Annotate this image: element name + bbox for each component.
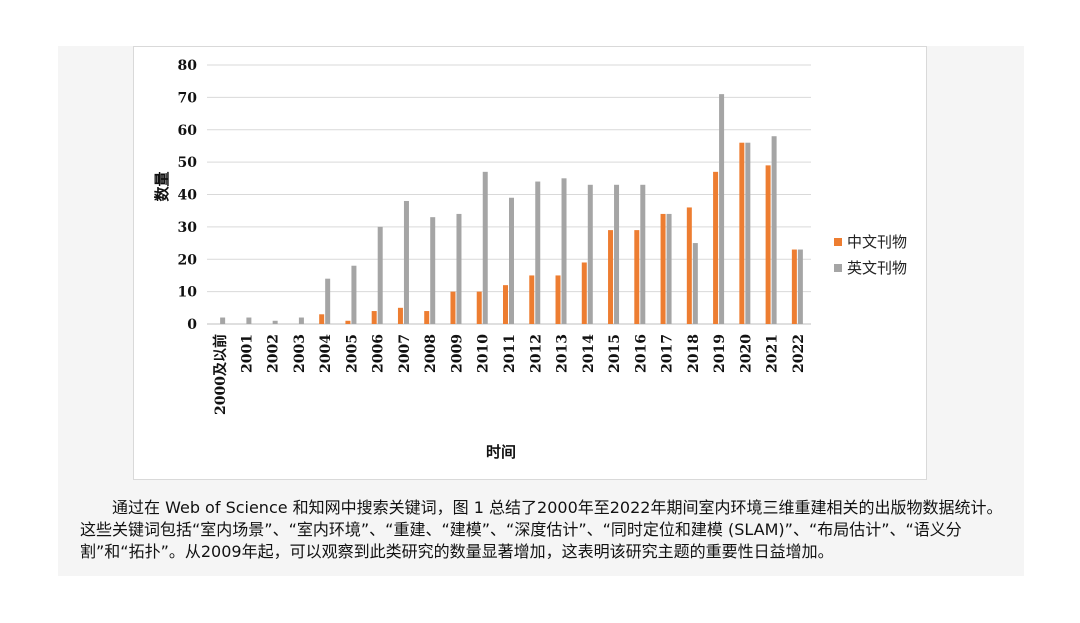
x-tick-label: 2019 bbox=[712, 334, 728, 373]
bar-chinese bbox=[765, 165, 771, 324]
x-tick-label: 2017 bbox=[660, 334, 676, 373]
x-tick-label: 2012 bbox=[528, 334, 544, 373]
x-tick-label: 2003 bbox=[292, 334, 308, 373]
bar-chinese bbox=[686, 207, 692, 324]
bar-chinese bbox=[450, 291, 456, 324]
bar-english bbox=[351, 265, 357, 324]
x-tick-label: 2000及以前 bbox=[212, 334, 229, 415]
bar-english bbox=[745, 142, 751, 324]
bar-english bbox=[220, 317, 226, 324]
bar-chinese bbox=[503, 285, 508, 324]
bar-chart: 0 10 20 30 40 50 60 70 80 2000及以前 2001 2002 2003 2004… bbox=[153, 58, 907, 461]
bar-chinese bbox=[608, 230, 614, 324]
x-tick-label: 2004 bbox=[318, 334, 334, 373]
x-tick-label: 2010 bbox=[476, 334, 492, 373]
bars bbox=[220, 94, 803, 324]
x-axis-title: 时间 bbox=[486, 443, 516, 461]
bar-english bbox=[719, 94, 725, 324]
y-tick-label: 80 bbox=[178, 58, 198, 74]
legend-label-chinese: 中文刊物 bbox=[847, 233, 907, 251]
y-tick-label: 10 bbox=[178, 285, 198, 301]
x-tick-label: 2015 bbox=[607, 334, 623, 373]
bar-english bbox=[640, 184, 646, 324]
x-tick-label: 2006 bbox=[371, 334, 387, 373]
x-tick-label: 2013 bbox=[555, 334, 571, 373]
bar-english bbox=[797, 249, 803, 324]
x-tick-label: 2021 bbox=[765, 334, 781, 373]
bar-english bbox=[771, 136, 777, 324]
bar-english bbox=[482, 171, 488, 324]
bar-chinese bbox=[476, 291, 482, 324]
legend-swatch-chinese bbox=[834, 238, 842, 246]
bar-english bbox=[430, 217, 436, 324]
bar-english bbox=[298, 317, 304, 324]
x-tick-label: 2020 bbox=[738, 334, 754, 373]
bar-chinese bbox=[345, 320, 351, 324]
bar-english bbox=[377, 226, 383, 324]
bar-chinese bbox=[791, 249, 797, 324]
y-tick-label: 60 bbox=[178, 123, 198, 139]
bar-chinese bbox=[713, 171, 719, 324]
x-tick-label: 2011 bbox=[502, 334, 518, 373]
legend-swatch-english bbox=[834, 264, 842, 272]
chart-frame: 0 10 20 30 40 50 60 70 80 2000及以前 2001 2002 2003 2004… bbox=[133, 46, 927, 480]
bar-english bbox=[325, 278, 331, 324]
y-tick-label: 30 bbox=[178, 220, 198, 236]
x-tick-label: 2018 bbox=[686, 334, 702, 373]
x-tick-label: 2001 bbox=[239, 334, 255, 373]
legend: 中文刊物 英文刊物 bbox=[834, 233, 907, 277]
bar-english bbox=[614, 184, 620, 324]
bar-chinese bbox=[319, 314, 325, 324]
bar-chinese bbox=[397, 307, 403, 324]
x-tick-label: 2007 bbox=[397, 334, 413, 373]
bar-english bbox=[535, 181, 541, 324]
x-tick-label: 2022 bbox=[791, 334, 807, 373]
bar-chinese bbox=[424, 311, 430, 324]
bar-english bbox=[403, 200, 409, 324]
bar-chinese bbox=[529, 275, 535, 324]
tick-labels: 0 10 20 30 40 50 60 70 80 2000及以前 2001 2002 2003 2004… bbox=[178, 58, 807, 415]
figure-caption: 通过在 Web of Science 和知网中搜索关键词，图 1 总结了2000… bbox=[80, 498, 1003, 561]
x-tick-label: 2009 bbox=[449, 334, 465, 373]
y-tick-label: 70 bbox=[178, 90, 198, 106]
bar-english bbox=[666, 213, 672, 324]
x-tick-label: 2016 bbox=[633, 334, 649, 373]
bar-chinese bbox=[634, 230, 640, 324]
x-tick-label: 2002 bbox=[266, 334, 282, 373]
bar-chinese bbox=[555, 275, 561, 324]
bar-english bbox=[272, 320, 278, 324]
y-tick-label: 20 bbox=[178, 252, 198, 268]
x-tick-label: 2008 bbox=[423, 334, 439, 373]
y-tick-label: 40 bbox=[178, 188, 198, 204]
bar-english bbox=[456, 213, 462, 324]
legend-label-english: 英文刊物 bbox=[847, 259, 907, 277]
bar-english bbox=[509, 197, 514, 324]
bar-english bbox=[561, 178, 567, 324]
bar-english bbox=[587, 184, 593, 324]
bar-chinese bbox=[660, 213, 666, 324]
bar-english bbox=[246, 317, 252, 324]
y-axis-title: 数量 bbox=[153, 171, 171, 201]
x-tick-label: 2005 bbox=[344, 334, 360, 373]
bar-chinese bbox=[739, 142, 745, 324]
x-tick-label: 2014 bbox=[581, 334, 597, 373]
y-tick-label: 0 bbox=[187, 317, 197, 333]
bar-chinese bbox=[371, 311, 377, 324]
bar-chinese bbox=[581, 262, 587, 324]
bar-english bbox=[692, 243, 698, 324]
y-tick-label: 50 bbox=[178, 155, 198, 171]
